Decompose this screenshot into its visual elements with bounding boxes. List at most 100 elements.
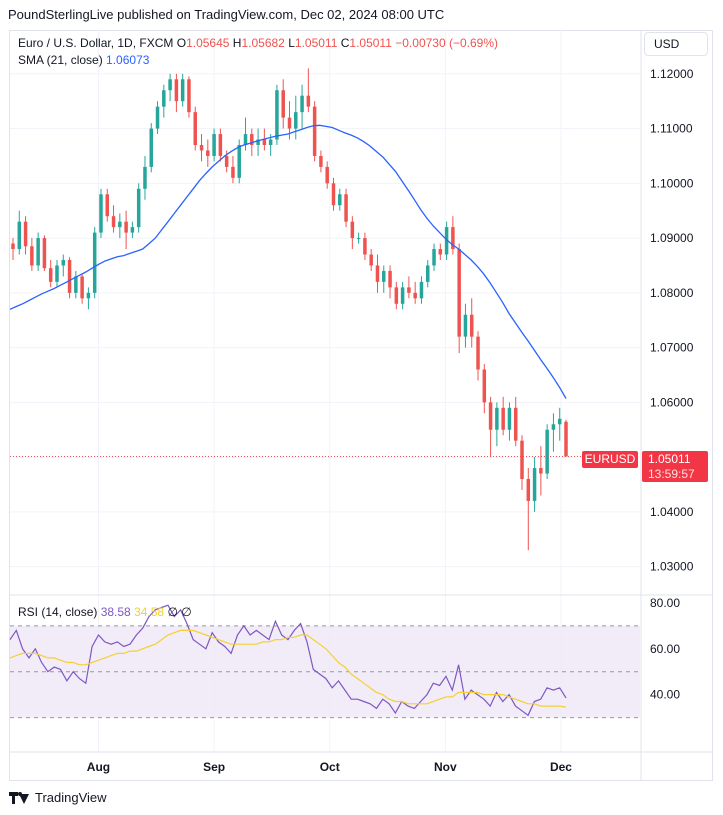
candle — [451, 216, 455, 255]
sma-series-line — [9, 124, 567, 399]
rsi-legend: RSI (14, close) 38.58 34.58 ∅ ∅ — [18, 605, 192, 619]
candle — [162, 84, 166, 118]
candle-body — [344, 194, 348, 222]
candle — [419, 276, 424, 304]
rsi-tick-label: 40.00 — [650, 688, 680, 702]
candle — [55, 259, 59, 288]
candle — [495, 402, 499, 447]
candle-body — [363, 238, 367, 255]
candle-body — [42, 238, 47, 269]
low-value: 1.05011 — [294, 36, 338, 50]
candle-body — [193, 112, 197, 145]
candle — [388, 265, 392, 299]
candle — [300, 84, 304, 129]
candle — [99, 188, 103, 239]
candle — [74, 270, 78, 299]
rsi-value: 38.58 — [100, 605, 131, 619]
rsi-tick-label: 80.00 — [650, 596, 680, 610]
footer-brand[interactable]: TradingView — [9, 790, 107, 805]
candle-body — [92, 232, 97, 293]
high-value: 1.05682 — [241, 36, 285, 50]
candle-body — [212, 134, 216, 156]
candle — [501, 396, 505, 436]
candle — [557, 407, 562, 441]
candle-body — [180, 79, 185, 102]
candle-body — [206, 150, 210, 156]
candle-body — [187, 79, 191, 113]
candle-body — [306, 95, 311, 107]
price-tick-label: 1.07000 — [650, 341, 694, 355]
currency-button[interactable]: USD — [644, 32, 708, 56]
candle — [118, 213, 122, 239]
candle-body — [67, 259, 72, 293]
candle — [193, 106, 197, 151]
candle-body — [476, 336, 480, 370]
candle-body — [545, 429, 549, 474]
candle-body — [237, 144, 241, 178]
candle-body — [419, 281, 424, 299]
candle-body — [61, 259, 66, 266]
candle-body — [174, 79, 179, 102]
candle — [143, 155, 147, 200]
candle-body — [86, 292, 91, 299]
rsi-series-line — [9, 604, 567, 717]
candle-body — [111, 216, 116, 228]
candle-body — [488, 402, 493, 430]
candle-body — [11, 243, 15, 250]
candle-body — [394, 287, 399, 304]
close-label: C — [340, 36, 350, 50]
candle — [438, 243, 443, 260]
candle — [48, 259, 53, 288]
time-tick-label: Dec — [550, 760, 572, 774]
candle-body — [319, 155, 323, 167]
candle — [136, 183, 141, 233]
candle-body — [444, 227, 449, 255]
symbol-label: Euro / U.S. Dollar, 1D, FXCM — [18, 36, 174, 50]
candle — [469, 298, 474, 348]
candle-body — [262, 139, 267, 145]
candle — [394, 281, 399, 310]
low-label: L — [288, 36, 295, 50]
candle-body — [375, 265, 380, 282]
candle — [513, 396, 518, 447]
candle-body — [507, 407, 512, 430]
candle — [256, 128, 260, 156]
candle-body — [268, 139, 273, 145]
candle-body — [513, 407, 518, 441]
candle-body — [482, 369, 487, 403]
candle — [344, 188, 348, 228]
candle — [482, 364, 487, 414]
candle — [67, 257, 72, 299]
candle-body — [432, 249, 436, 266]
candle — [319, 150, 323, 173]
candle-body — [80, 276, 84, 299]
candle — [363, 232, 367, 260]
price-tick-label: 1.09000 — [650, 231, 694, 245]
candle — [356, 232, 361, 244]
candle-body — [130, 227, 135, 233]
candle — [551, 413, 556, 452]
candle — [476, 331, 480, 381]
candle — [168, 73, 172, 102]
candle-body — [369, 254, 373, 266]
candle-body — [338, 194, 342, 206]
candle — [23, 216, 28, 255]
candle-body — [388, 270, 392, 288]
candle-body — [17, 221, 22, 250]
candle-body — [350, 221, 355, 239]
candle — [92, 227, 97, 299]
price-tick-label: 1.06000 — [650, 395, 694, 409]
candle — [432, 243, 436, 271]
candle — [294, 95, 298, 140]
candle — [86, 287, 91, 310]
candles — [10, 68, 640, 551]
candle — [80, 273, 84, 304]
candle — [199, 134, 204, 162]
candle — [17, 210, 22, 255]
candle — [338, 188, 342, 211]
candle-body — [501, 407, 505, 430]
candle-body — [382, 270, 386, 282]
candle — [457, 243, 461, 354]
candle — [306, 68, 311, 113]
